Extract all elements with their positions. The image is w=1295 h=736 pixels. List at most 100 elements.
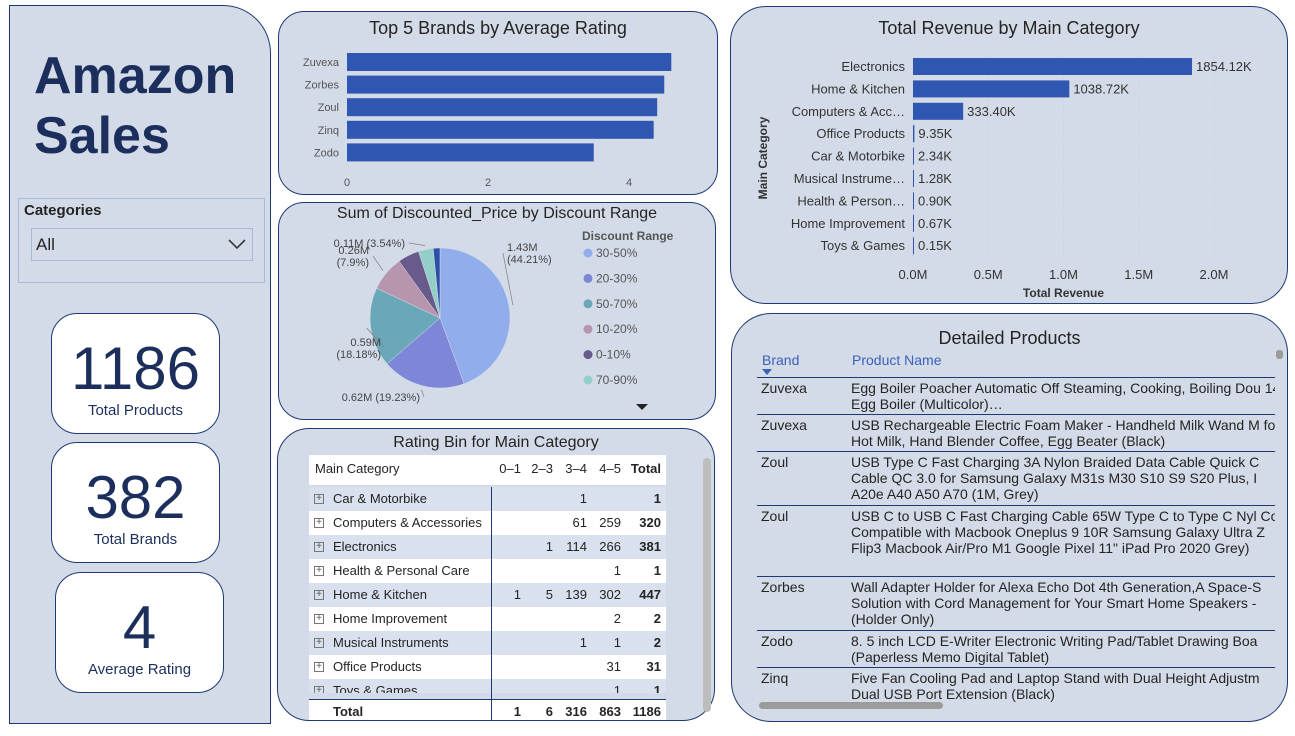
- matrix-header-3-4[interactable]: 3–4: [565, 461, 587, 476]
- matrix-value: 447: [639, 587, 661, 602]
- products-horizontal-scrollbar[interactable]: [757, 700, 1277, 712]
- matrix-total-value: 316: [565, 704, 587, 719]
- legend-marker: [583, 299, 593, 309]
- revenue-bar: [913, 192, 914, 210]
- title-line-2: Sales: [34, 107, 170, 165]
- matrix-value: 114: [566, 539, 587, 554]
- brand-label: Zinq: [318, 125, 339, 137]
- matrix-value: 61: [572, 515, 587, 530]
- brand-bar: [347, 120, 654, 139]
- table-row[interactable]: Zoul USB C to USB C Fast Charging Cable 6…: [757, 506, 1275, 577]
- product-name-cell: USB C to USB C Fast Charging Cable 65W T…: [851, 508, 1275, 556]
- brand-cell: Zoul: [761, 508, 789, 524]
- matrix-value: 302: [599, 587, 621, 602]
- matrix-header-2-3[interactable]: 2–3: [531, 461, 553, 476]
- data-label: 1038.72K: [1073, 81, 1129, 96]
- legend-entry: 50-70%: [596, 297, 638, 311]
- card-average-rating: 4 Average Rating: [55, 572, 224, 693]
- matrix-row: + Computers & Accessories 61 259 320: [309, 511, 666, 535]
- matrix-value: 2: [613, 611, 621, 626]
- slicer-label: Categories: [24, 202, 102, 219]
- legend-title: Discount Range: [582, 229, 674, 243]
- expand-plus-icon[interactable]: +: [314, 686, 324, 693]
- data-label: 333.40K: [967, 104, 1016, 119]
- expand-plus-icon[interactable]: +: [314, 542, 324, 552]
- matrix-category: Health & Personal Care: [333, 563, 470, 578]
- legend-marker: [583, 324, 593, 334]
- x-tick-label: 2.0M: [1200, 267, 1229, 282]
- matrix-header-category[interactable]: Main Category: [315, 461, 400, 476]
- matrix-category: Electronics: [333, 539, 397, 554]
- card-label: Average Rating: [87, 661, 192, 678]
- expand-plus-icon[interactable]: +: [314, 494, 324, 504]
- expand-plus-icon[interactable]: +: [314, 566, 324, 576]
- card-label: Total Brands: [93, 531, 178, 548]
- pie-slice: [439, 247, 511, 385]
- matrix-value: 2: [653, 611, 661, 626]
- matrix-column-divider: [491, 487, 492, 720]
- table-row[interactable]: Zoul USB Type C Fast Charging 3A Nylon Br…: [757, 452, 1275, 506]
- matrix-category: Home & Kitchen: [333, 587, 427, 602]
- revenue-bar: [913, 80, 1070, 98]
- matrix-scrollbar[interactable]: [702, 456, 712, 716]
- brand-label: Zuvexa: [303, 57, 340, 69]
- data-label: 9.35K: [918, 126, 952, 141]
- matrix-category: Toys & Games: [333, 683, 418, 693]
- matrix-header: Main Category 0–1 2–3 3–4 4–5 Total: [309, 455, 666, 485]
- column-header-product-name[interactable]: Product Name: [852, 352, 942, 368]
- table-row[interactable]: Zorbes Wall Adapter Holder for Alexa Echo…: [757, 577, 1275, 631]
- matrix-value: 1: [579, 635, 587, 650]
- matrix-category: Office Products: [333, 659, 422, 674]
- table-row[interactable]: Zodo 8. 5 inch LCD E-Writer Electronic Wr…: [757, 631, 1275, 668]
- header-divider: [757, 377, 1275, 378]
- expand-plus-icon[interactable]: +: [314, 662, 324, 672]
- revenue-chart: Electronics 1854.12K Home & Kitchen 1038.72…: [756, 54, 1252, 300]
- product-name-cell: USB Type C Fast Charging 3A Nylon Braide…: [851, 454, 1260, 502]
- matrix-value: 31: [606, 659, 621, 674]
- table-row[interactable]: Zinq Five Fan Cooling Pad and Laptop Stan…: [757, 668, 1275, 708]
- products-vertical-scrollbar[interactable]: [1275, 348, 1285, 698]
- matrix-row: + Home Improvement 2 2: [309, 607, 666, 631]
- matrix-value: 381: [639, 539, 661, 554]
- x-tick-label: 0.0M: [899, 267, 928, 282]
- x-tick-label: 1.0M: [1049, 267, 1078, 282]
- matrix-value: 266: [599, 539, 621, 554]
- matrix-value: 1: [579, 491, 587, 506]
- brand-bar: [347, 75, 665, 94]
- table-row[interactable]: Zuvexa USB Rechargeable Electric Foam Mak…: [757, 415, 1275, 452]
- matrix-value: 31: [646, 659, 661, 674]
- rating-bin-title: Rating Bin for Main Category: [393, 434, 599, 451]
- brand-cell: Zodo: [761, 633, 793, 649]
- matrix-header-total[interactable]: Total: [630, 461, 661, 476]
- brand-bar: [347, 53, 672, 71]
- pie-data-label: 0.26M (7.9%): [337, 245, 369, 269]
- matrix-total-value: 6: [545, 704, 553, 719]
- card-total-products: 1186 Total Products: [51, 313, 220, 434]
- matrix-row: + Home & Kitchen 1 5 139 302 447: [309, 583, 666, 607]
- pie-slice: [432, 247, 441, 319]
- column-header-brand[interactable]: Brand: [762, 352, 800, 368]
- category-label: Electronics: [841, 59, 905, 74]
- expand-plus-icon[interactable]: +: [314, 518, 324, 528]
- chevron-down-icon: [228, 239, 246, 250]
- table-row[interactable]: Zuvexa Egg Boiler Poacher Automatic Off S…: [757, 378, 1275, 415]
- category-label: Office Products: [816, 126, 905, 141]
- matrix-header-0-1[interactable]: 0–1: [499, 461, 521, 476]
- matrix-value: 1: [513, 587, 521, 602]
- expand-plus-icon[interactable]: +: [314, 638, 324, 648]
- matrix-value: 1: [545, 539, 553, 554]
- brand-cell: Zinq: [761, 670, 789, 686]
- revenue-bar: [913, 147, 914, 165]
- legend-marker: [583, 248, 593, 258]
- matrix-header-4-5[interactable]: 4–5: [599, 461, 621, 476]
- categories-dropdown[interactable]: All: [31, 228, 253, 261]
- card-total-brands: 382 Total Brands: [51, 442, 220, 563]
- expand-plus-icon[interactable]: +: [314, 590, 324, 600]
- pie-leader-line: [408, 242, 426, 246]
- pie-leader-line: [372, 255, 384, 271]
- matrix-value: 1: [653, 491, 661, 506]
- data-label: 0.90K: [918, 193, 952, 208]
- expand-plus-icon[interactable]: +: [314, 614, 324, 624]
- revenue-panel: Total Revenue by Main Category: [730, 6, 1288, 304]
- category-label: Health & Person…: [797, 193, 905, 208]
